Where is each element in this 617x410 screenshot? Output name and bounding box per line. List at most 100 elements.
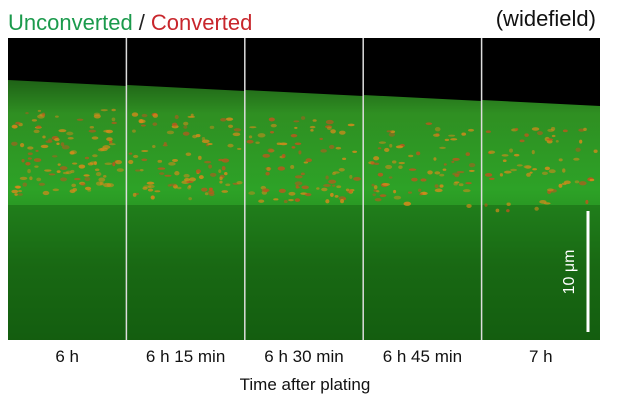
speckle (548, 169, 556, 174)
speckle (403, 201, 412, 206)
speckle (439, 184, 444, 188)
speckle (267, 148, 274, 153)
speckle (164, 174, 172, 177)
speckle (186, 180, 194, 184)
speckle (95, 172, 102, 177)
speckle (51, 155, 58, 158)
speckle (312, 119, 317, 122)
speckle (547, 128, 555, 132)
dark-region (244, 38, 364, 96)
speckle (163, 142, 167, 146)
speckle (188, 197, 192, 201)
speckle (183, 121, 189, 126)
speckle (140, 124, 146, 127)
speckle (574, 180, 580, 184)
speckle (42, 112, 46, 117)
speckle (352, 150, 358, 154)
speckle (325, 199, 330, 204)
speckle (434, 188, 443, 193)
speckle (534, 206, 539, 211)
speckle (433, 157, 437, 161)
speckle (442, 168, 447, 171)
speckle (294, 142, 302, 146)
speckle (546, 188, 554, 192)
speckle (319, 137, 323, 141)
speckle (116, 168, 124, 172)
speckle (84, 176, 91, 182)
speckle (434, 171, 441, 175)
speckle (58, 129, 67, 133)
speckle (338, 168, 345, 172)
speckle (219, 176, 223, 181)
speckle (525, 165, 532, 169)
speckle (541, 171, 548, 176)
speckle (157, 159, 163, 163)
speckle (36, 177, 42, 182)
speckle (152, 122, 158, 126)
speckle (443, 163, 447, 166)
speckle (70, 169, 75, 174)
speckle (321, 187, 328, 192)
speckle (60, 142, 65, 147)
speckle (465, 182, 472, 185)
speckle (261, 188, 270, 193)
speckle (575, 147, 581, 152)
speckle (84, 186, 92, 191)
speckle (14, 185, 22, 189)
speckle (578, 181, 587, 186)
speckle (495, 208, 500, 213)
speckle (135, 169, 141, 172)
speckle (56, 142, 60, 146)
speckle (45, 140, 53, 144)
speckle (339, 130, 346, 135)
speckle (419, 193, 423, 196)
speckle (526, 172, 531, 177)
speckle (249, 126, 257, 129)
speckle (201, 137, 206, 141)
speckle (468, 169, 475, 172)
speckle (192, 134, 198, 139)
speckle (138, 119, 144, 124)
speckle (506, 209, 510, 213)
speckle (166, 130, 175, 135)
speckle (76, 118, 84, 121)
speckle (489, 177, 495, 180)
speckle (510, 168, 518, 172)
speckle (434, 127, 441, 132)
speckle (417, 188, 422, 192)
speckle (80, 182, 86, 186)
speckle (72, 188, 78, 192)
speckle (379, 194, 387, 198)
speckle (513, 153, 520, 157)
speckle (66, 131, 74, 136)
speckle (188, 185, 192, 188)
speckle (67, 136, 74, 140)
speckle (444, 138, 450, 142)
speckle (543, 202, 551, 205)
speckle (183, 173, 190, 178)
speckle (56, 170, 61, 174)
speckle (388, 176, 393, 179)
speckle (454, 173, 460, 178)
speckle (104, 162, 113, 165)
converted: Converted (151, 10, 253, 35)
speckle (279, 142, 288, 146)
speckle (388, 132, 396, 137)
speckle (34, 165, 39, 168)
speckle (452, 172, 461, 176)
speckle (11, 141, 18, 146)
speckle (147, 188, 154, 192)
speckle (131, 112, 139, 117)
speckle (488, 150, 496, 154)
speckle (25, 112, 29, 115)
speckle (371, 183, 375, 187)
panel-label: 6 h 45 min (383, 347, 462, 366)
speckle (579, 139, 583, 144)
speckle (589, 178, 595, 182)
panel-label: 6 h (55, 347, 79, 366)
speckle (72, 162, 78, 165)
speckle (458, 183, 464, 187)
speckle (112, 162, 116, 167)
speckle (198, 155, 202, 160)
speckle (29, 176, 33, 181)
